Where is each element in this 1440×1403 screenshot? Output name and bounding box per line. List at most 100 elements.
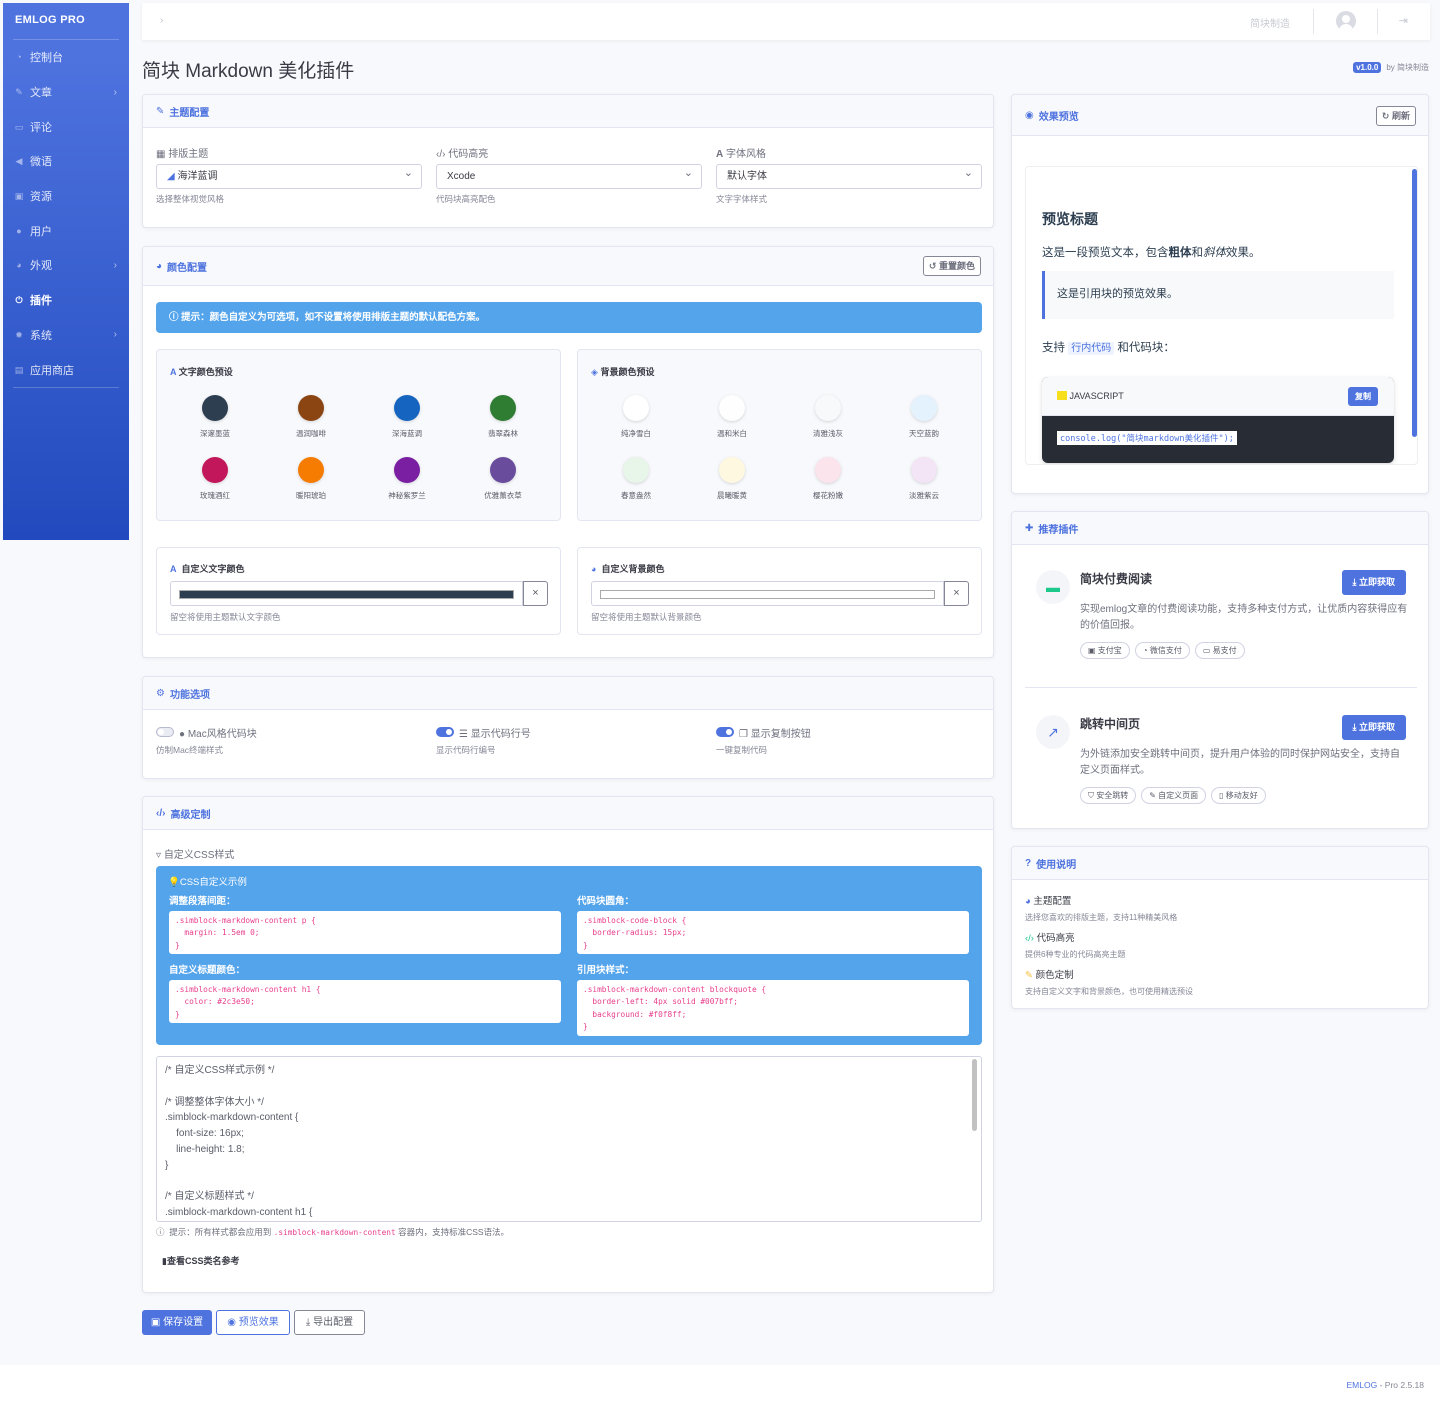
- color-preset[interactable]: 晨曦暖黄: [702, 457, 762, 501]
- color-swatch[interactable]: [815, 395, 841, 421]
- preview-scrollbar[interactable]: [1412, 169, 1417, 437]
- list-icon: ☰: [459, 729, 471, 740]
- toggle-switch[interactable]: [436, 727, 454, 737]
- field-label-highlight: ‹/› 代码高亮: [436, 149, 489, 160]
- tag-icon: ▯: [1219, 791, 1226, 800]
- font-icon: A: [170, 367, 177, 377]
- refresh-button[interactable]: ↻ 刷新: [1375, 106, 1416, 126]
- preview-button[interactable]: ◉ 预览效果: [216, 1310, 290, 1335]
- sidebar-divider: [13, 386, 119, 388]
- text-color-input[interactable]: [170, 581, 523, 606]
- color-preset[interactable]: 翡翠森林: [473, 395, 533, 439]
- option-help: 一键复制代码: [716, 745, 768, 755]
- get-plugin-button[interactable]: ⤓ 立即获取: [1341, 715, 1406, 740]
- sidebar-item-7[interactable]: ⏻ 插件: [3, 283, 129, 318]
- color-preset-name: 优雅薰衣草: [484, 491, 522, 500]
- font-select[interactable]: 默认字体: [716, 162, 982, 189]
- color-preset[interactable]: 神秘紫罗兰: [377, 457, 437, 501]
- highlight-select[interactable]: Xcode: [436, 162, 702, 189]
- color-swatch[interactable]: [490, 395, 516, 421]
- bg-color-input[interactable]: [591, 581, 944, 606]
- eye-icon: ◉: [1025, 109, 1034, 121]
- avatar[interactable]: [1336, 11, 1356, 31]
- color-preset[interactable]: 优雅薰衣草: [473, 457, 533, 501]
- copy-code-button[interactable]: 复制: [1348, 387, 1378, 406]
- logout-icon[interactable]: ⇥: [1398, 15, 1408, 27]
- sidebar-item-1[interactable]: ✎ 文章 ›: [3, 75, 129, 110]
- reset-colors-button[interactable]: ↺ 重置颜色: [922, 256, 981, 276]
- color-preset[interactable]: 温和米白: [702, 395, 762, 439]
- sidebar-item-3[interactable]: ◀ 微语: [3, 144, 129, 179]
- sidebar-item-2[interactable]: ▭ 评论: [3, 109, 129, 144]
- download-icon: ⤓: [305, 1317, 311, 1328]
- sidebar-item-label: 评论: [30, 121, 52, 134]
- color-swatch[interactable]: [490, 457, 516, 483]
- brush-icon: ✎: [1025, 970, 1036, 981]
- color-preset[interactable]: 樱花粉嫩: [798, 457, 858, 501]
- advanced-card: ‹/› 高级定制 ▿ 自定义CSS样式 💡CSS自定义示例 调整段落间距： .si…: [142, 796, 994, 1293]
- color-swatch[interactable]: [298, 395, 324, 421]
- lightbulb-icon: 💡: [168, 877, 180, 888]
- color-swatch[interactable]: [911, 457, 937, 483]
- color-swatch[interactable]: [815, 457, 841, 483]
- plugin-tags: ▣ 支付宝 ◔ 微信支付 ▭ 易支付: [1080, 642, 1250, 659]
- custom-color-title: ◕ 自定义背景颜色: [591, 564, 665, 574]
- save-button[interactable]: ▣ 保存设置: [142, 1310, 212, 1335]
- fill-icon: ◈: [591, 367, 598, 377]
- color-preset[interactable]: 淡雅紫云: [894, 457, 954, 501]
- site-name-link[interactable]: 简块制造: [1250, 19, 1290, 30]
- color-preset[interactable]: 深海蓝调: [377, 395, 437, 439]
- chevron-right-icon: ›: [113, 259, 117, 271]
- color-preset[interactable]: 温润咖啡: [281, 395, 341, 439]
- page-title: 简块 Markdown 美化插件: [142, 61, 355, 82]
- plugin-desc: 为外链添加安全跳转中间页，提升用户体验的同时保护网站安全，支持自定义页面样式。: [1080, 749, 1400, 776]
- color-swatch[interactable]: [623, 395, 649, 421]
- color-preset[interactable]: 玫瑰酒红: [185, 457, 245, 501]
- toggle-switch[interactable]: [156, 727, 174, 737]
- color-swatch[interactable]: [719, 395, 745, 421]
- plugin-name[interactable]: 简块付费阅读: [1080, 572, 1153, 586]
- color-swatch[interactable]: [298, 457, 324, 483]
- sidebar-brand[interactable]: EMLOG PRO: [15, 14, 85, 26]
- plugin-name[interactable]: 跳转中间页: [1080, 717, 1141, 731]
- color-preset-name: 温和米白: [717, 429, 747, 438]
- color-preset[interactable]: 暖阳琥珀: [281, 457, 341, 501]
- color-preset[interactable]: 清雅浅灰: [798, 395, 858, 439]
- sidebar-item-label: 外观: [30, 260, 52, 273]
- color-preset[interactable]: 纯净雪白: [606, 395, 666, 439]
- sidebar-item-4[interactable]: ▣ 资源: [3, 179, 129, 214]
- color-preset[interactable]: 深邃墨蓝: [185, 395, 245, 439]
- sidebar-item-5[interactable]: ● 用户: [3, 213, 129, 248]
- theme-select[interactable]: ◢ 海洋蓝调: [156, 162, 422, 189]
- color-swatch[interactable]: [394, 395, 420, 421]
- export-button[interactable]: ⤓ 导出配置: [294, 1310, 365, 1335]
- topbar-divider: [1313, 9, 1314, 34]
- clear-bg-color-button[interactable]: ×: [944, 581, 969, 606]
- copy-icon: ❐: [739, 729, 751, 740]
- color-swatch[interactable]: [911, 395, 937, 421]
- emlog-link[interactable]: EMLOG: [1346, 1380, 1378, 1390]
- color-swatch[interactable]: [202, 395, 228, 421]
- sidebar-item-label: 应用商店: [30, 364, 74, 377]
- sidebar-item-8[interactable]: ✹ 系统 ›: [3, 318, 129, 353]
- color-preset[interactable]: 天空蓝韵: [894, 395, 954, 439]
- sidebar-item-6[interactable]: ◕ 外观 ›: [3, 248, 129, 283]
- css-reference-link[interactable]: ▮查看CSS类名参考: [162, 1256, 240, 1266]
- user-icon: ●: [16, 225, 22, 236]
- color-swatch[interactable]: [719, 457, 745, 483]
- color-swatch[interactable]: [623, 457, 649, 483]
- get-plugin-button[interactable]: ⤓ 立即获取: [1341, 570, 1406, 595]
- color-preset[interactable]: 春意盎然: [606, 457, 666, 501]
- toggle-switch[interactable]: [716, 727, 734, 737]
- color-swatch[interactable]: [394, 457, 420, 483]
- card-header: ◕ 颜色配置 ↺ 重置颜色: [143, 247, 993, 286]
- color-swatch[interactable]: [202, 457, 228, 483]
- breadcrumb: ›: [160, 15, 164, 26]
- clear-text-color-button[interactable]: ×: [523, 581, 548, 606]
- sidebar-item-label: 资源: [30, 191, 52, 204]
- custom-css-textarea[interactable]: /* 自定义CSS样式示例 */ /* 调整整体字体大小 */ .simbloc…: [156, 1056, 982, 1222]
- author-label: by 简块制造: [1386, 63, 1429, 72]
- textarea-scrollbar[interactable]: [972, 1059, 977, 1131]
- sidebar-item-0[interactable]: ◔ 控制台: [3, 40, 129, 75]
- sidebar-item-9[interactable]: ▤ 应用商店: [3, 352, 129, 387]
